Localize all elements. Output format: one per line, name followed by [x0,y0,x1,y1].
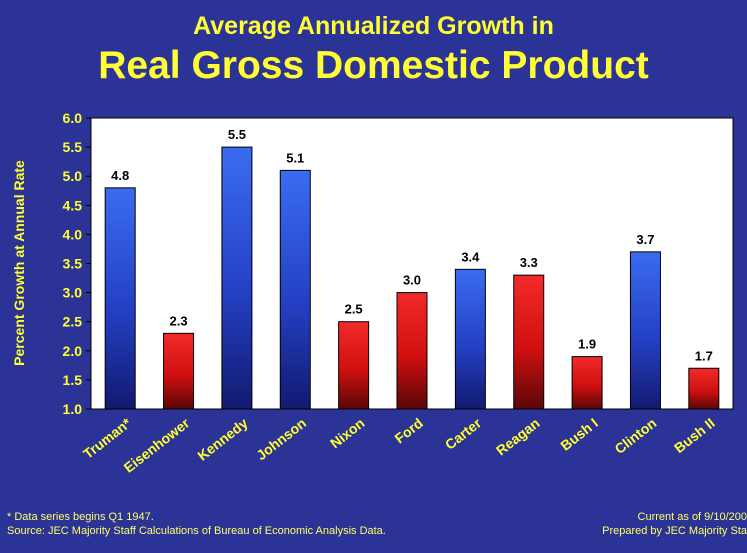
title-line-2: Real Gross Domestic Product [98,44,649,87]
y-tick-label: 3.5 [63,256,83,272]
source-note: Source: JEC Majority Staff Calculations … [7,525,386,537]
bar-value-label: 4.8 [111,168,129,183]
x-tick-label: Johnson [253,415,309,464]
bar-nixon [338,321,370,410]
y-tick-label: 2.5 [63,314,83,330]
x-tick-label: Ford [391,415,425,447]
y-tick-label: 2.0 [63,343,83,359]
x-tick-label: Bush II [671,415,718,456]
bar-reagan [513,274,545,410]
bar-kennedy [221,146,253,410]
y-tick-label: 4.0 [63,226,83,242]
x-tick-label: Reagan [493,415,543,459]
bar-value-label: 5.5 [228,127,246,142]
bar-value-label: 3.7 [636,232,654,247]
bar-value-label: 1.9 [578,337,596,352]
current-as-of: Current as of 9/10/200 [637,511,747,523]
prepared-by: Prepared by JEC Majority Sta [602,525,747,537]
y-tick-label: 3.0 [63,285,83,301]
x-tick-label: Kennedy [194,415,251,464]
bar-bush-i [571,356,603,410]
footnote-block: * Data series begins Q1 1947. Source: JE… [7,510,386,538]
bar-value-label: 2.3 [170,313,188,328]
title-line-1: Average Annualized Growth in [193,12,554,40]
bar-value-label: 3.4 [461,249,480,264]
x-tick-label: Clinton [611,415,659,457]
bar-truman [104,187,136,410]
y-tick-label: 6.0 [63,110,83,126]
bar-value-label: 3.0 [403,273,421,288]
footnote: * Data series begins Q1 1947. [7,511,154,523]
x-tick-label: Bush I [557,415,601,454]
bar-value-label: 5.1 [286,150,304,165]
bar-carter [454,268,486,410]
x-tick-label: Carter [442,414,485,452]
bar-eisenhower [163,332,195,410]
bar-ford [396,292,428,410]
current-block: Current as of 9/10/200 Prepared by JEC M… [570,510,747,538]
x-tick-label: Truman* [80,414,134,461]
y-tick-label: 1.0 [63,401,83,417]
y-tick-label: 1.5 [63,372,83,388]
bar-value-label: 1.7 [695,348,713,363]
y-tick-label: 5.0 [63,168,83,184]
bar-value-label: 3.3 [520,255,538,270]
y-axis-label: Percent Growth at Annual Rate [11,160,27,366]
x-tick-label: Nixon [327,415,367,452]
bar-clinton [629,251,661,410]
bar-value-label: 2.5 [345,302,363,317]
x-tick-label: Eisenhower [121,414,193,475]
y-tick-label: 5.5 [63,139,83,155]
bar-johnson [279,169,311,410]
bar-bush-ii [688,367,720,410]
y-tick-label: 4.5 [63,197,83,213]
